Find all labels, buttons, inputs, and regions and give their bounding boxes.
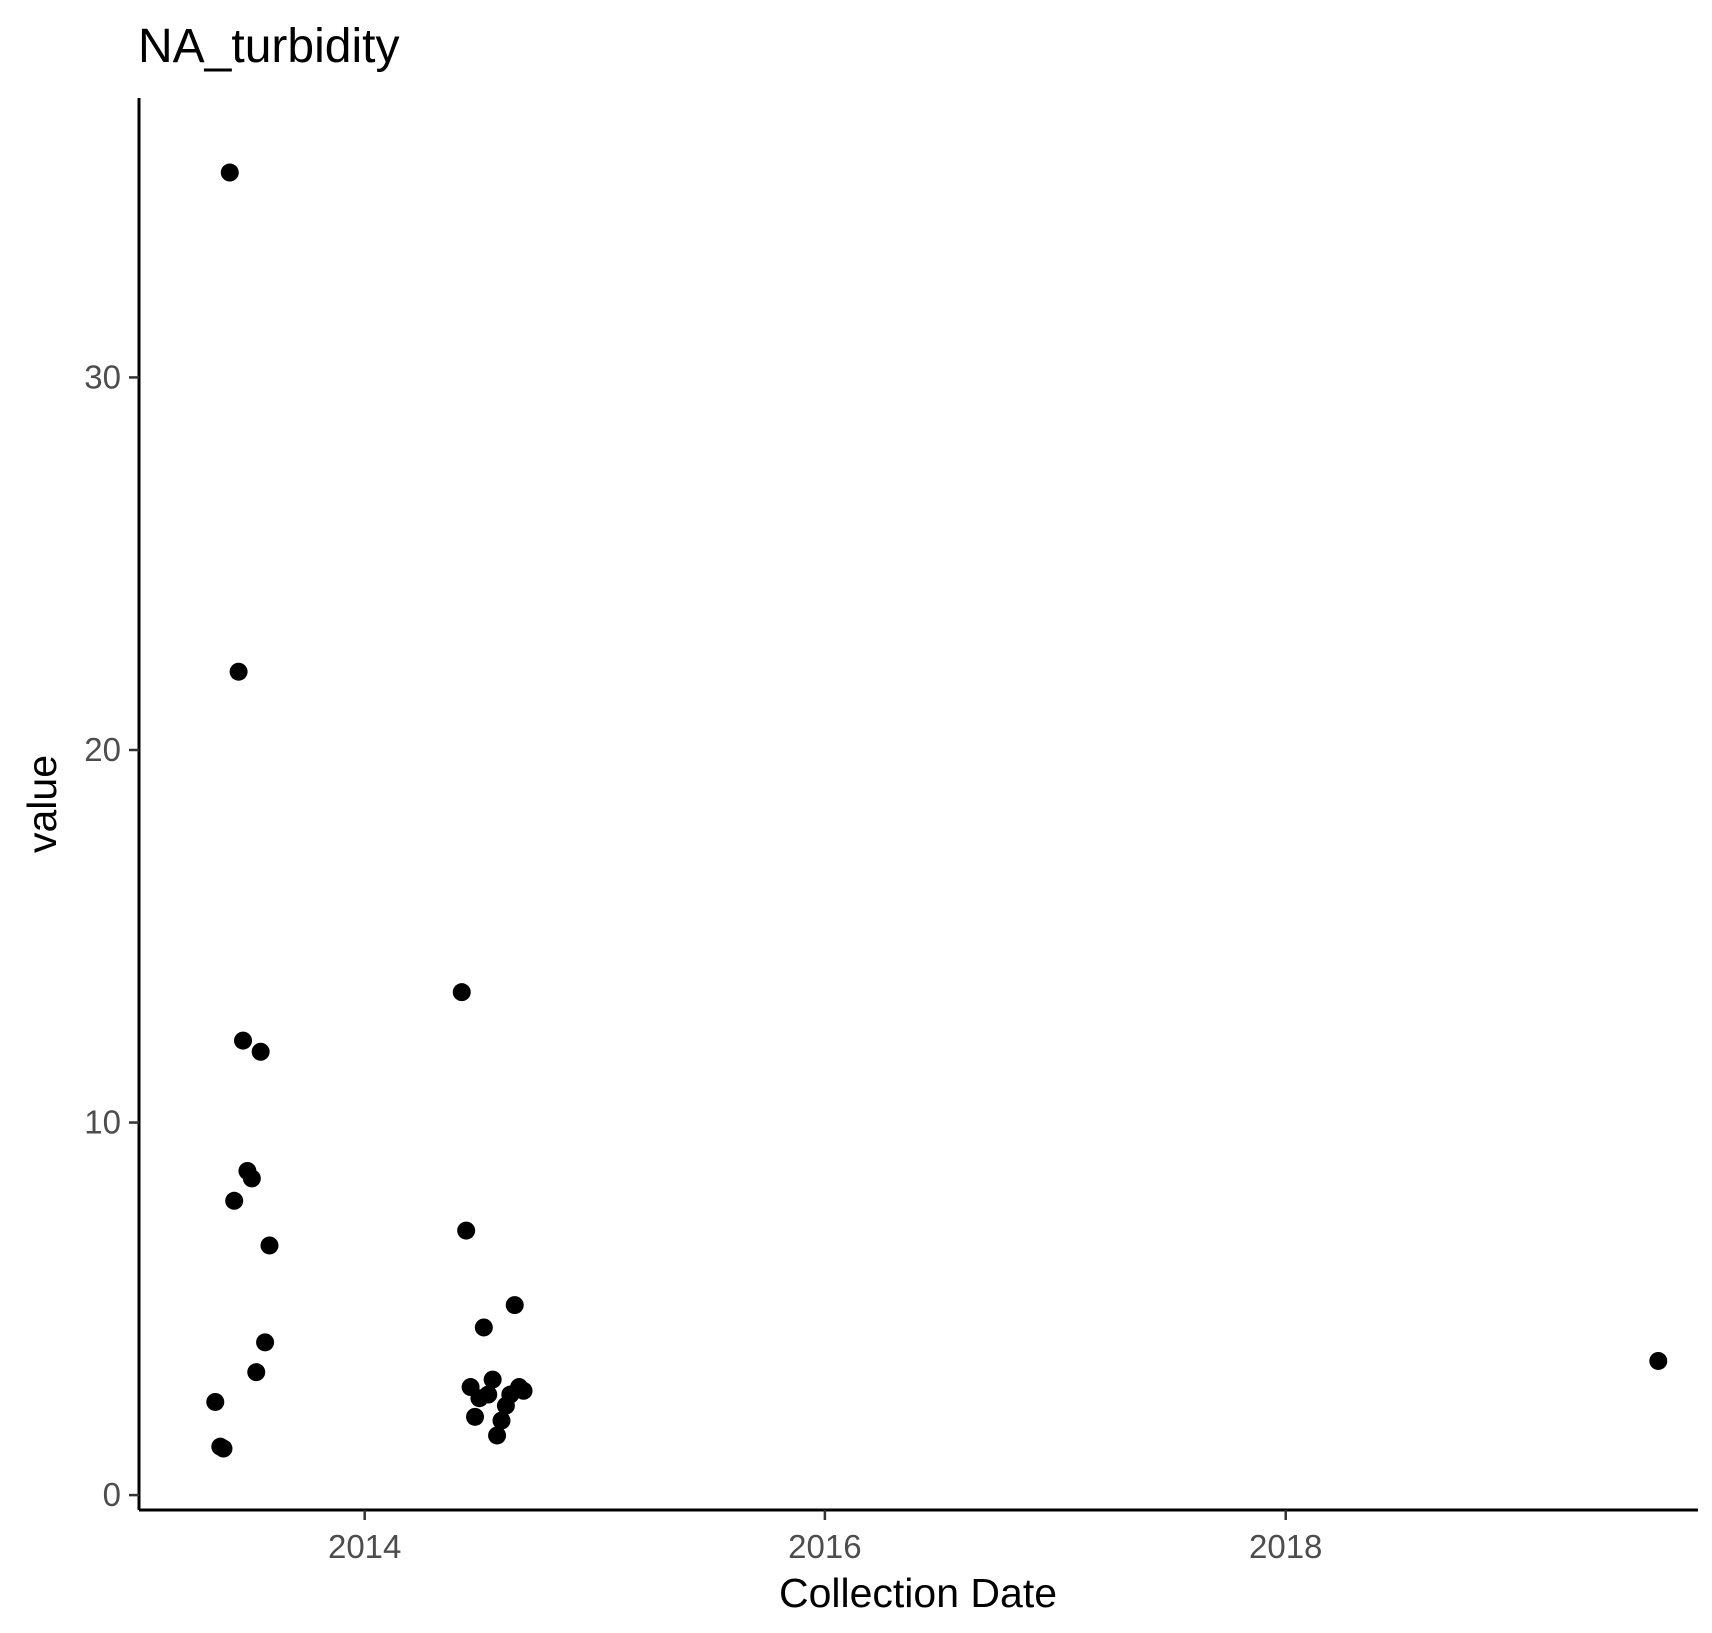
data-point bbox=[479, 1385, 498, 1404]
data-point bbox=[229, 662, 248, 681]
x-ticks: 2014 2016 2018 bbox=[328, 1510, 1322, 1565]
data-point bbox=[492, 1411, 511, 1430]
data-point bbox=[505, 1296, 524, 1315]
data-point bbox=[220, 163, 239, 182]
data-point bbox=[251, 1042, 270, 1061]
data-point bbox=[225, 1191, 244, 1210]
x-axis: 2014 2016 2018 Collection Date bbox=[139, 1508, 1698, 1616]
data-point bbox=[214, 1439, 233, 1458]
y-axis: 0 10 20 30 value bbox=[19, 98, 141, 1513]
y-tick-label: 0 bbox=[103, 1476, 121, 1513]
y-tick-label: 10 bbox=[84, 1104, 121, 1141]
x-tick-label: 2014 bbox=[328, 1528, 401, 1565]
data-points bbox=[206, 163, 1668, 1458]
data-point bbox=[234, 1031, 253, 1050]
data-point bbox=[474, 1318, 493, 1337]
y-ticks: 0 10 20 30 bbox=[84, 358, 139, 1513]
data-point bbox=[514, 1381, 533, 1400]
data-point bbox=[242, 1169, 261, 1188]
data-point bbox=[1649, 1351, 1668, 1370]
y-tick-label: 30 bbox=[84, 358, 121, 395]
data-point bbox=[260, 1236, 279, 1255]
data-point bbox=[256, 1333, 275, 1352]
chart-title: NA_turbidity bbox=[138, 20, 399, 73]
data-point bbox=[483, 1370, 502, 1389]
x-axis-title: Collection Date bbox=[779, 1570, 1057, 1616]
y-tick-label: 20 bbox=[84, 731, 121, 768]
data-point bbox=[206, 1392, 225, 1411]
data-point bbox=[457, 1221, 476, 1240]
data-point bbox=[247, 1363, 266, 1382]
data-point bbox=[452, 983, 471, 1002]
x-tick-label: 2018 bbox=[1249, 1528, 1322, 1565]
data-point bbox=[466, 1407, 485, 1426]
data-point bbox=[488, 1426, 507, 1445]
y-axis-title: value bbox=[19, 755, 65, 853]
x-tick-label: 2016 bbox=[788, 1528, 861, 1565]
